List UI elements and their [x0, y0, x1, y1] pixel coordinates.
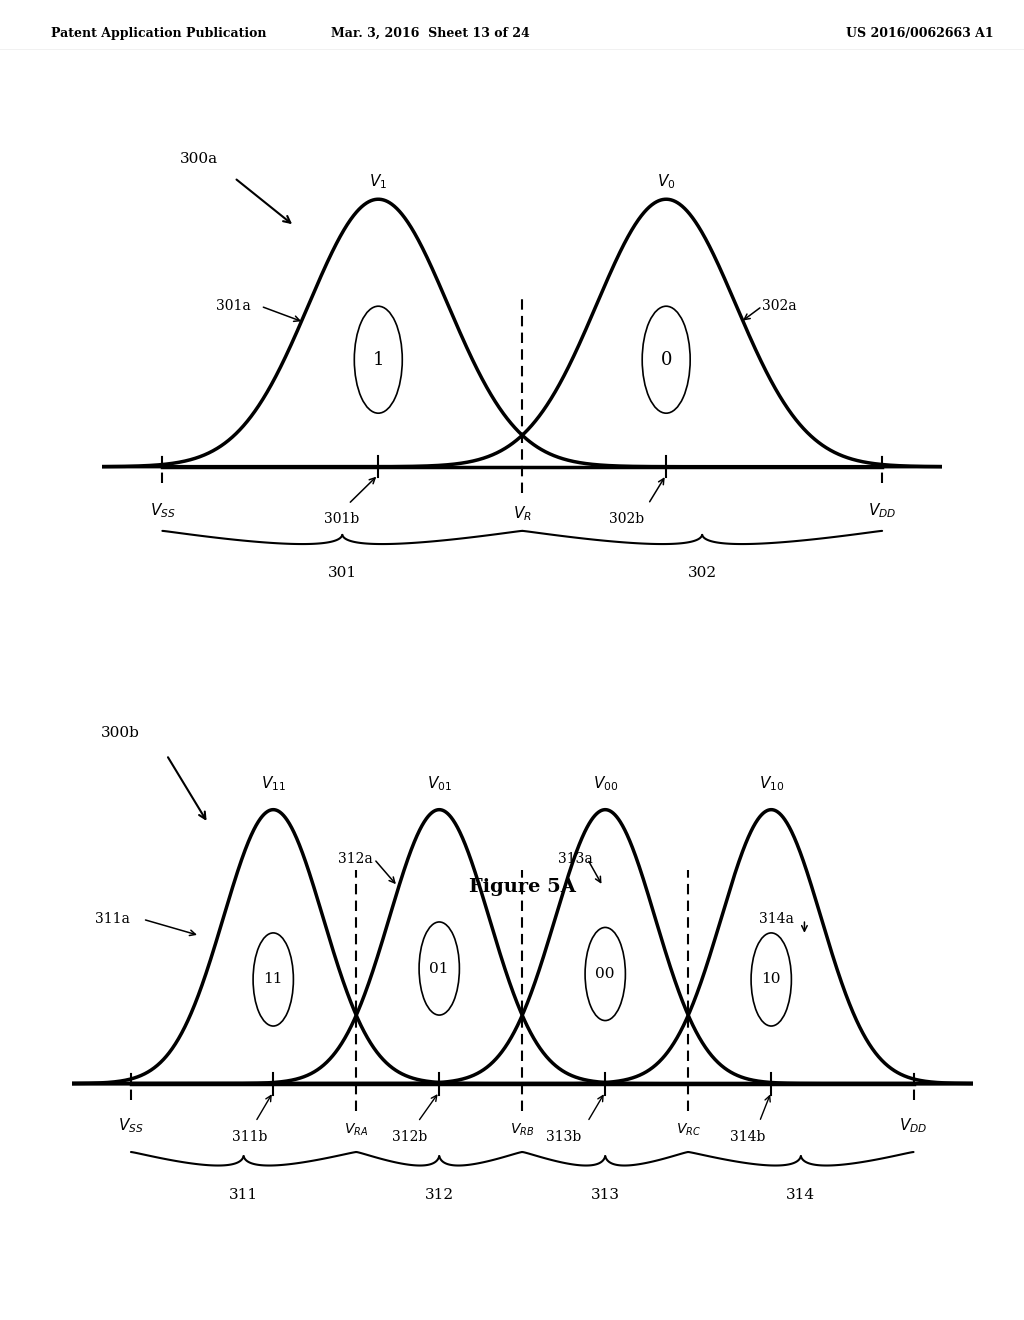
- Text: 313a: 313a: [558, 851, 593, 866]
- Text: 301a: 301a: [216, 300, 251, 313]
- Text: 314a: 314a: [760, 912, 795, 927]
- Text: $V_{11}$: $V_{11}$: [261, 775, 286, 793]
- Text: 00: 00: [596, 968, 615, 981]
- Text: 314b: 314b: [730, 1130, 765, 1144]
- Text: 302: 302: [687, 566, 717, 579]
- Text: 313b: 313b: [546, 1130, 582, 1144]
- Text: $V_R$: $V_R$: [513, 504, 531, 523]
- Text: 311a: 311a: [95, 912, 130, 927]
- Text: 302a: 302a: [762, 300, 797, 313]
- Text: 300a: 300a: [180, 152, 218, 166]
- Text: Patent Application Publication: Patent Application Publication: [51, 26, 266, 40]
- Text: $V_{SS}$: $V_{SS}$: [150, 502, 175, 520]
- Text: 01: 01: [429, 961, 449, 975]
- Text: $V_0$: $V_0$: [657, 173, 676, 191]
- Text: $V_1$: $V_1$: [370, 173, 387, 191]
- Text: 0: 0: [660, 351, 672, 368]
- Text: Mar. 3, 2016  Sheet 13 of 24: Mar. 3, 2016 Sheet 13 of 24: [331, 26, 529, 40]
- Text: $V_{DD}$: $V_{DD}$: [899, 1117, 928, 1135]
- Text: 313: 313: [591, 1188, 620, 1201]
- Text: $V_{00}$: $V_{00}$: [593, 775, 617, 793]
- Text: 302b: 302b: [608, 512, 644, 527]
- Text: 312a: 312a: [339, 851, 373, 866]
- Text: 311b: 311b: [231, 1130, 267, 1144]
- Text: 301b: 301b: [325, 512, 359, 527]
- Text: 312b: 312b: [392, 1130, 427, 1144]
- Text: 1: 1: [373, 351, 384, 368]
- Text: $V_{RB}$: $V_{RB}$: [510, 1122, 535, 1138]
- Text: 311: 311: [229, 1188, 258, 1201]
- Text: 11: 11: [263, 973, 283, 986]
- Text: 312: 312: [425, 1188, 454, 1201]
- Text: 300b: 300b: [101, 726, 140, 741]
- Text: $V_{SS}$: $V_{SS}$: [118, 1117, 143, 1135]
- Text: $V_{RC}$: $V_{RC}$: [676, 1122, 700, 1138]
- Text: $V_{01}$: $V_{01}$: [427, 775, 452, 793]
- Text: 314: 314: [786, 1188, 815, 1201]
- Text: 301: 301: [328, 566, 357, 579]
- Text: 10: 10: [762, 973, 781, 986]
- Text: $V_{10}$: $V_{10}$: [759, 775, 784, 793]
- Text: $V_{RA}$: $V_{RA}$: [344, 1122, 369, 1138]
- Text: $V_{DD}$: $V_{DD}$: [868, 502, 896, 520]
- Text: Figure 5A: Figure 5A: [469, 878, 575, 896]
- Text: US 2016/0062663 A1: US 2016/0062663 A1: [846, 26, 993, 40]
